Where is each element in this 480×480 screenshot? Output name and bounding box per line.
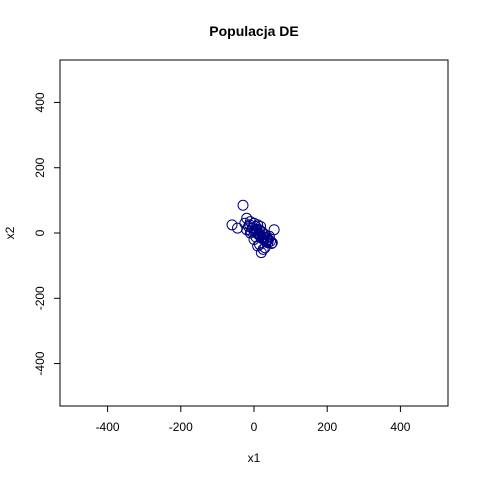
data-point (237, 199, 249, 211)
data-point (239, 217, 251, 229)
y-tick-label: 400 (33, 92, 47, 112)
data-point (259, 242, 271, 254)
data-point (263, 230, 275, 242)
x-tick-label: 400 (390, 420, 410, 434)
y-axis: -400 -200 0 200 400 (33, 92, 60, 376)
data-point (244, 227, 256, 239)
y-tick-label: 0 (33, 229, 47, 236)
x-tick-label: -200 (169, 420, 193, 434)
data-point (268, 224, 280, 236)
data-point (241, 224, 253, 236)
x-tick-label: -400 (96, 420, 120, 434)
y-tick-label: -200 (33, 286, 47, 310)
y-tick-label: -400 (33, 351, 47, 375)
x-tick-label: 200 (317, 420, 337, 434)
x-tick-label: 0 (251, 420, 258, 434)
y-tick-label: 200 (33, 157, 47, 177)
data-point (250, 231, 262, 243)
x-axis-label: x1 (248, 451, 261, 465)
data-points (226, 199, 280, 259)
y-axis-label: x2 (3, 226, 17, 239)
data-point (226, 219, 238, 231)
chart-title: Populacja DE (209, 23, 298, 39)
data-point (255, 220, 267, 232)
data-point (257, 243, 269, 255)
x-axis: -400 -200 0 200 400 (96, 406, 411, 434)
